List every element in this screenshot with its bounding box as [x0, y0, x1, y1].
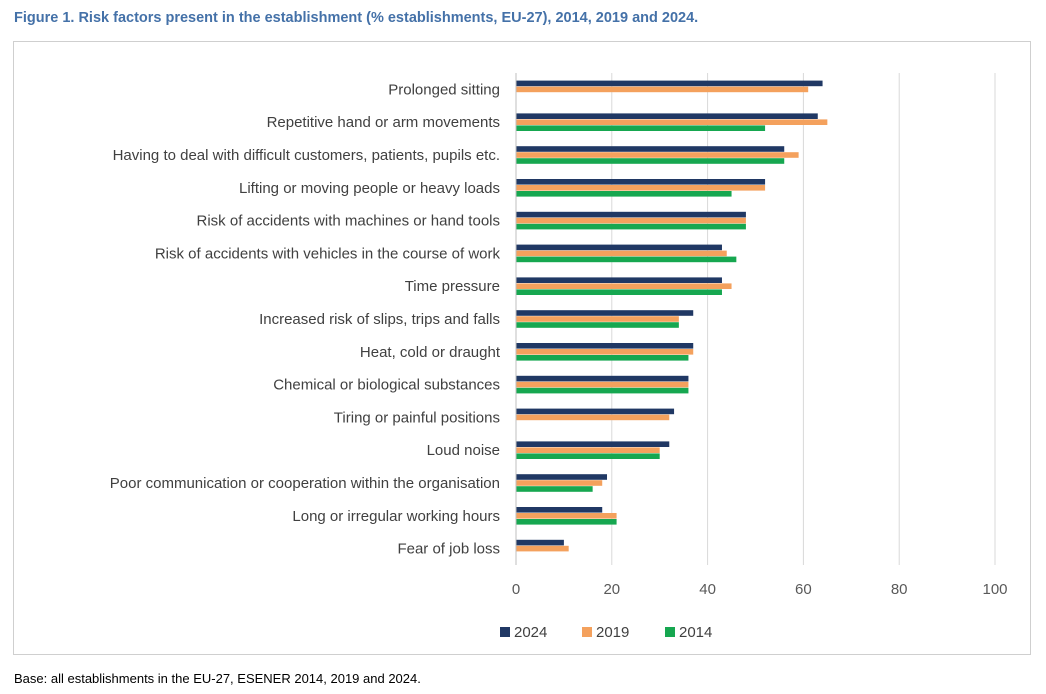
x-tick-label: 60	[795, 581, 812, 598]
bar-2019	[516, 283, 732, 289]
legend: 2024 2019 2014	[500, 624, 712, 641]
bar-2024	[516, 113, 818, 119]
category-label: Tiring or painful positions	[334, 409, 500, 426]
legend-label-2014: 2014	[679, 624, 712, 641]
category-label: Risk of accidents with vehicles in the c…	[155, 245, 501, 262]
bar-2024	[516, 375, 689, 382]
chart-frame	[13, 41, 1031, 655]
category-label: Repetitive hand or arm movements	[267, 114, 500, 131]
bar-2024	[516, 441, 670, 447]
bar-2019	[516, 447, 660, 453]
category-label: Time pressure	[405, 278, 500, 295]
legend-swatch-2014	[665, 627, 675, 637]
bar-2014	[516, 519, 617, 525]
bar-2019	[516, 480, 603, 486]
bar-2024	[516, 507, 603, 513]
bar-2014	[516, 223, 746, 230]
x-tick-label: 40	[699, 581, 716, 598]
category-label: Loud noise	[427, 442, 500, 459]
category-label: Risk of accidents with machines or hand …	[197, 213, 500, 230]
bar-2024	[516, 408, 675, 415]
legend-label-2024: 2024	[514, 624, 547, 641]
bar-2019	[516, 217, 746, 224]
bar-2019	[516, 152, 799, 158]
category-label: Fear of job loss	[397, 541, 500, 558]
legend-swatch-2024	[500, 627, 510, 637]
x-tick-label: 20	[603, 581, 620, 598]
bar-2024	[516, 146, 785, 152]
bar-2024	[516, 179, 766, 185]
category-label: Long or irregular working hours	[292, 508, 500, 525]
category-label: Poor communication or cooperation within…	[110, 475, 500, 492]
bar-2019	[516, 349, 694, 355]
bar-2024	[516, 244, 722, 251]
bar-2019	[516, 250, 727, 257]
category-label: Increased risk of slips, trips and falls	[259, 311, 500, 328]
category-label: Chemical or biological substances	[273, 377, 500, 394]
bar-2024	[516, 211, 746, 218]
bar-2019	[516, 86, 809, 93]
bar-2019	[516, 545, 569, 552]
bar-2019	[516, 119, 828, 125]
bar-2024	[516, 310, 694, 316]
legend-swatch-2019	[582, 627, 592, 637]
bar-2024	[516, 474, 608, 480]
bar-2019	[516, 185, 766, 191]
bar-2014	[516, 289, 722, 295]
bar-2024	[516, 80, 823, 87]
x-tick-labels: 0 20 40 60 80 100	[512, 581, 1008, 598]
bar-2024	[516, 539, 564, 546]
bar-2019	[516, 513, 617, 519]
figure-title: Figure 1. Risk factors present in the es…	[14, 10, 699, 26]
category-label: Prolonged sitting	[388, 81, 500, 98]
bar-2024	[516, 343, 694, 349]
category-labels: Prolonged sitting Repetitive hand or arm …	[110, 81, 501, 557]
x-tick-label: 80	[891, 581, 908, 598]
bar-2014	[516, 453, 660, 459]
legend-label-2019: 2019	[596, 624, 629, 641]
category-label: Lifting or moving people or heavy loads	[239, 180, 500, 197]
x-tick-label: 100	[982, 581, 1007, 598]
bar-2014	[516, 256, 737, 263]
bar-2019	[516, 414, 670, 421]
bar-2019	[516, 316, 679, 322]
x-tick-label: 0	[512, 581, 520, 598]
category-label: Having to deal with difficult customers,…	[113, 147, 500, 164]
bar-2014	[516, 486, 593, 492]
bar-2014	[516, 387, 689, 394]
bar-2014	[516, 191, 732, 197]
bar-2014	[516, 322, 679, 328]
bar-2019	[516, 381, 689, 388]
bar-2014	[516, 158, 785, 164]
bars	[516, 80, 828, 552]
bar-2024	[516, 277, 722, 283]
bar-2014	[516, 125, 766, 131]
bar-2014	[516, 355, 689, 361]
base-footnote: Base: all establishments in the EU-27, E…	[14, 671, 421, 686]
category-label: Heat, cold or draught	[360, 344, 501, 361]
